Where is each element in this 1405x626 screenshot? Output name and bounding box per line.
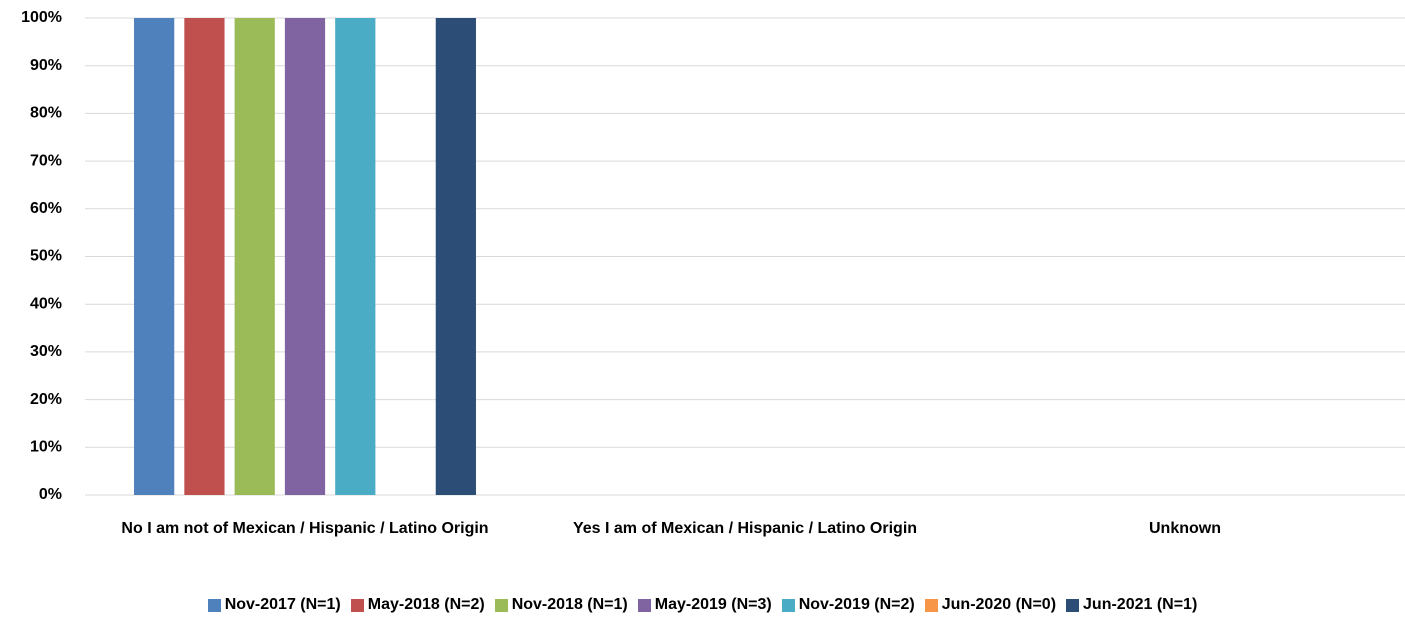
legend: Nov-2017 (N=1) May-2018 (N=2) Nov-2018 (N=… bbox=[0, 596, 1405, 614]
legend-swatch bbox=[637, 598, 651, 612]
y-tick-label: 90% bbox=[30, 57, 62, 74]
legend-item: Nov-2018 (N=1) bbox=[494, 596, 628, 614]
legend-item: Nov-2019 (N=2) bbox=[781, 596, 915, 614]
x-tick-label: Yes I am of Mexican / Hispanic / Latino … bbox=[572, 520, 918, 537]
legend-item: May-2018 (N=2) bbox=[350, 596, 485, 614]
bar bbox=[134, 18, 175, 495]
y-tick-label: 20% bbox=[30, 391, 62, 408]
bar bbox=[234, 18, 275, 495]
legend-item: May-2019 (N=3) bbox=[637, 596, 772, 614]
legend-item: Jun-2020 (N=0) bbox=[924, 596, 1057, 614]
legend-label: May-2018 (N=2) bbox=[367, 596, 485, 613]
y-tick-label: 30% bbox=[30, 343, 62, 360]
legend-swatch bbox=[924, 598, 938, 612]
legend-swatch bbox=[207, 598, 221, 612]
y-tick-label: 40% bbox=[30, 295, 62, 312]
legend-item: Nov-2017 (N=1) bbox=[207, 596, 341, 614]
legend-item: Jun-2021 (N=1) bbox=[1066, 596, 1197, 614]
legend-label: Nov-2019 (N=2) bbox=[798, 596, 915, 613]
legend-swatch bbox=[1066, 598, 1080, 612]
bar bbox=[335, 18, 376, 495]
legend-swatch bbox=[494, 598, 508, 612]
y-tick-label: 50% bbox=[30, 248, 62, 265]
y-tick-label: 70% bbox=[30, 152, 62, 169]
legend-label: Nov-2017 (N=1) bbox=[224, 596, 341, 613]
y-tick-label: 100% bbox=[21, 9, 62, 26]
bar bbox=[284, 18, 326, 495]
bar bbox=[184, 18, 225, 495]
bar bbox=[435, 18, 476, 495]
legend-label: May-2019 (N=3) bbox=[654, 596, 772, 613]
legend-swatch bbox=[350, 598, 364, 612]
legend-swatch bbox=[781, 598, 795, 612]
legend-label: Nov-2018 (N=1) bbox=[511, 596, 628, 613]
y-tick-label: 60% bbox=[30, 200, 62, 217]
y-tick-label: 10% bbox=[30, 439, 62, 456]
y-tick-label: 80% bbox=[30, 105, 62, 122]
x-tick-label: Unknown bbox=[1149, 520, 1221, 537]
y-tick-label: 0% bbox=[39, 486, 62, 503]
x-tick-label: No I am not of Mexican / Hispanic / Lati… bbox=[121, 520, 489, 537]
legend-label: Jun-2020 (N=0) bbox=[941, 596, 1057, 613]
legend-label: Jun-2021 (N=1) bbox=[1083, 596, 1198, 613]
